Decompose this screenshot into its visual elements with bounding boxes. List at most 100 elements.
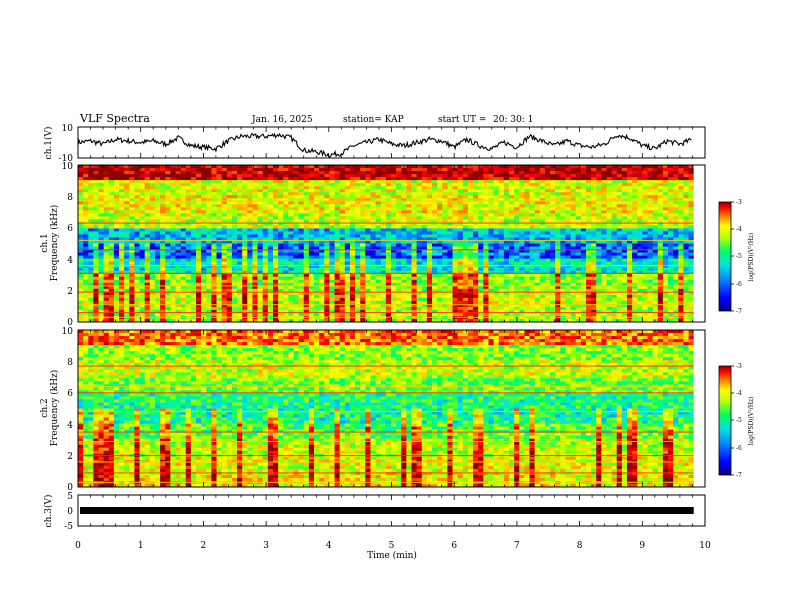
spectrogram-cell bbox=[355, 204, 361, 208]
spectrogram-cell bbox=[288, 306, 294, 311]
spectrogram-cell bbox=[160, 276, 166, 281]
spectrogram-cell bbox=[360, 192, 366, 196]
spectrogram-cell bbox=[452, 225, 459, 229]
spectrogram-cell bbox=[257, 291, 264, 296]
spectrogram-cell bbox=[283, 291, 289, 296]
spectrogram-cell bbox=[211, 216, 217, 220]
spectrogram-cell bbox=[211, 171, 217, 175]
spectrogram-cell bbox=[134, 282, 140, 287]
spectrogram-cell bbox=[442, 204, 448, 208]
spectrogram-cell bbox=[231, 309, 238, 314]
spectrogram-cell bbox=[119, 204, 125, 208]
spectrogram-cell bbox=[278, 258, 284, 263]
spectrogram-cell bbox=[457, 288, 464, 293]
spectrogram-cell bbox=[308, 291, 315, 296]
spectrogram-cell bbox=[493, 213, 500, 217]
spectrogram-cell bbox=[498, 258, 505, 263]
spectrogram-cell bbox=[329, 213, 335, 217]
spectrogram-cell bbox=[365, 297, 371, 302]
spectrogram-cell bbox=[324, 297, 330, 302]
spectrogram-cell bbox=[303, 222, 310, 226]
spectrogram-cell bbox=[98, 291, 105, 296]
spectrogram-cell bbox=[365, 183, 371, 187]
spectrogram-cell bbox=[329, 258, 335, 263]
spectrogram-cell bbox=[165, 180, 171, 184]
spectrogram-cell bbox=[242, 261, 248, 266]
spectrogram-cell bbox=[437, 285, 443, 290]
spectrogram-cell bbox=[360, 186, 366, 190]
spectrogram-cell bbox=[119, 192, 125, 196]
spectrogram-cell bbox=[411, 201, 418, 205]
spectrogram-cell bbox=[375, 264, 382, 269]
spectrogram-cell bbox=[231, 186, 238, 190]
spectrogram-cell bbox=[175, 207, 182, 211]
spectrogram-cell bbox=[488, 291, 495, 296]
spectrogram-cell bbox=[396, 228, 402, 232]
spectrogram-cell bbox=[216, 174, 223, 178]
spectrogram-cell bbox=[329, 216, 335, 220]
spectrogram-cell bbox=[201, 306, 207, 311]
spectrogram-cell bbox=[519, 270, 525, 275]
spectrogram-cell bbox=[175, 297, 182, 302]
spectrogram-cell bbox=[190, 177, 197, 181]
spectrogram-cell bbox=[185, 177, 192, 181]
spectrogram-cell bbox=[196, 267, 202, 272]
spectrogram-cell bbox=[226, 306, 233, 311]
spectrogram-cell bbox=[93, 201, 99, 205]
spectrogram-cell bbox=[462, 183, 469, 187]
spectrogram-cell bbox=[170, 195, 176, 199]
spectrogram-cell bbox=[509, 231, 515, 235]
spectrogram-cell bbox=[467, 282, 474, 287]
spectrogram-cell bbox=[190, 273, 197, 278]
spectrogram-cell bbox=[211, 282, 217, 287]
spectrogram-cell bbox=[216, 201, 223, 205]
spectrogram-cell bbox=[108, 201, 115, 205]
spectrogram-cell bbox=[88, 264, 94, 269]
spectrogram-cell bbox=[375, 312, 382, 317]
spectrogram-cell bbox=[401, 243, 407, 247]
spectrogram-cell bbox=[231, 183, 238, 187]
spectrogram-cell bbox=[426, 297, 433, 302]
spectrogram-cell bbox=[262, 180, 269, 184]
spectrogram-cell bbox=[124, 246, 130, 250]
spectrogram-cell bbox=[421, 183, 428, 187]
spectrogram-cell bbox=[339, 174, 346, 178]
spectrogram-cell bbox=[108, 267, 115, 272]
spectrogram-cell bbox=[211, 228, 217, 232]
spectrogram-cell bbox=[267, 288, 274, 293]
spectrogram-cell bbox=[139, 177, 146, 181]
spectrogram-cell bbox=[334, 234, 341, 238]
spectrogram-cell bbox=[483, 210, 489, 214]
spectrogram-cell bbox=[83, 264, 89, 269]
spectrogram-cell bbox=[390, 285, 397, 290]
spectrogram-cell bbox=[514, 312, 520, 317]
spectrogram-cell bbox=[416, 219, 423, 223]
spectrogram-cell bbox=[154, 309, 161, 314]
spectrogram-cell bbox=[385, 201, 392, 205]
spectrogram-cell bbox=[119, 198, 125, 202]
spectrogram-cell bbox=[124, 285, 130, 290]
spectrogram-cell bbox=[416, 228, 423, 232]
spectrogram-cell bbox=[242, 273, 248, 278]
spectrogram-cell bbox=[539, 312, 546, 317]
spectrogram-cell bbox=[319, 294, 325, 299]
spectrogram-cell bbox=[129, 270, 135, 275]
spectrogram-cell bbox=[262, 309, 269, 314]
spectrogram-cell bbox=[93, 216, 99, 220]
spectrogram-cell bbox=[113, 183, 120, 187]
spectrogram-cell bbox=[437, 165, 443, 169]
spectrogram-cell bbox=[149, 216, 156, 220]
spectrogram-cell bbox=[149, 231, 156, 235]
spectrogram-cell bbox=[154, 303, 161, 308]
spectrogram-cell bbox=[416, 255, 423, 259]
spectrogram-cell bbox=[442, 300, 448, 305]
spectrogram-cell bbox=[113, 234, 120, 238]
spectrogram-cell bbox=[113, 312, 120, 317]
spectrogram-cell bbox=[278, 165, 284, 169]
spectrogram-cell bbox=[88, 288, 94, 293]
spectrogram-cell bbox=[144, 186, 151, 190]
spectrogram-cell bbox=[534, 234, 541, 238]
spectrogram-cell bbox=[278, 264, 284, 269]
spectrogram-cell bbox=[544, 192, 551, 196]
spectrogram-cell bbox=[83, 258, 89, 263]
